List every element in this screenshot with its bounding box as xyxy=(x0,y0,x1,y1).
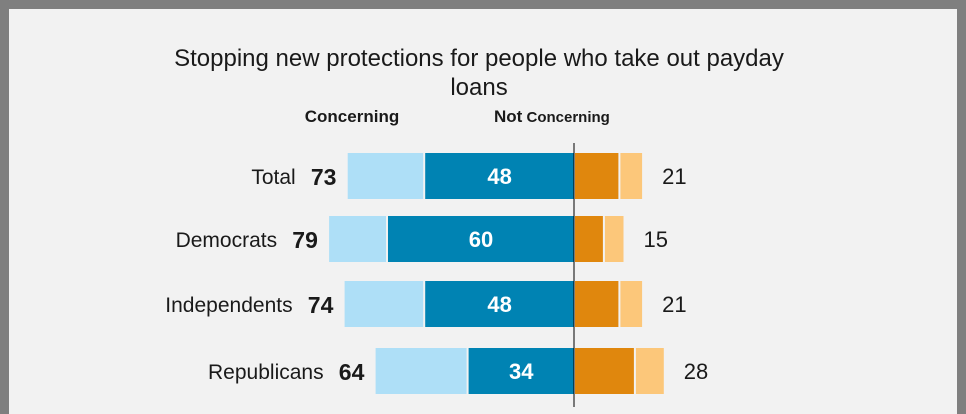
bars-group: Total 73 48 21 Democrats 79 60 15 Independents 74… xyxy=(165,143,708,407)
chart-svg: Stopping new protections for people who … xyxy=(165,45,784,407)
header-concerning: Concerning xyxy=(305,107,399,126)
header-not-concerning: Not Concerning xyxy=(494,107,610,126)
bar-very-concerning xyxy=(425,281,574,327)
bar-not-too-concerning xyxy=(635,348,664,394)
bar-not-at-all-concerning xyxy=(575,281,619,327)
bar-very-concerning xyxy=(388,216,574,262)
not-concerning-total-label: 15 xyxy=(644,227,668,252)
bar-not-too-concerning xyxy=(620,153,643,199)
bar-very-concerning xyxy=(468,348,574,394)
not-concerning-total-label: 28 xyxy=(684,359,708,384)
bar-not-too-concerning xyxy=(620,281,643,327)
very-concerning-label: 48 xyxy=(487,164,511,189)
bar-not-at-all-concerning xyxy=(575,153,619,199)
bar-somewhat-concerning xyxy=(347,153,424,199)
category-label: Independents xyxy=(165,294,292,317)
chart-title-line2: loans xyxy=(450,74,507,101)
header-not-word: Not xyxy=(494,107,523,126)
very-concerning-label: 48 xyxy=(487,292,511,317)
concerning-total-label: 64 xyxy=(339,359,365,385)
bar-not-at-all-concerning xyxy=(575,348,634,394)
bar-somewhat-concerning xyxy=(344,281,424,327)
chart-panel: Stopping new protections for people who … xyxy=(9,9,957,414)
bar-somewhat-concerning xyxy=(375,348,467,394)
bar-not-too-concerning xyxy=(604,216,624,262)
bar-somewhat-concerning xyxy=(329,216,386,262)
category-label: Democrats xyxy=(176,229,278,252)
bar-not-at-all-concerning xyxy=(575,216,603,262)
concerning-total-label: 73 xyxy=(311,164,337,190)
not-concerning-total-label: 21 xyxy=(662,292,686,317)
category-label: Total xyxy=(251,166,295,189)
category-label: Republicans xyxy=(208,361,324,384)
concerning-total-label: 74 xyxy=(308,292,334,318)
not-concerning-total-label: 21 xyxy=(662,164,686,189)
chart-title-line1: Stopping new protections for people who … xyxy=(174,45,784,72)
very-concerning-label: 34 xyxy=(509,359,534,384)
header-concerning-word: Concerning xyxy=(522,109,610,126)
bar-very-concerning xyxy=(425,153,574,199)
concerning-total-label: 79 xyxy=(292,227,318,253)
very-concerning-label: 60 xyxy=(469,227,493,252)
